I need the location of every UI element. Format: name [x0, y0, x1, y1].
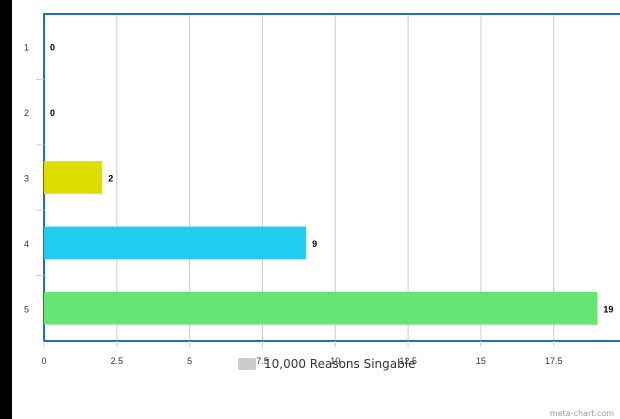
y-tick-label: 2 [24, 108, 29, 118]
bar [44, 291, 598, 325]
x-tick-label: 2.5 [111, 356, 124, 366]
y-tick-label: 3 [24, 174, 29, 184]
x-tick-label: 5 [187, 356, 192, 366]
legend-swatch [238, 358, 256, 370]
bar [44, 161, 103, 194]
y-tick-label: 4 [24, 239, 29, 249]
x-tick-label: 0 [41, 356, 46, 366]
y-tick-label: 5 [24, 304, 29, 314]
data-label: 0 [50, 43, 55, 53]
data-label: 2 [108, 174, 113, 184]
x-tick-label: 10 [330, 356, 340, 366]
bar [44, 226, 307, 260]
x-tick-label: 7.5 [256, 356, 269, 366]
chart-legend: 10,000 Reasons Singable [238, 357, 415, 371]
x-tick-label: 12.5 [399, 356, 417, 366]
y-tick-label: 1 [24, 43, 29, 53]
x-tick-label: 17.5 [545, 356, 563, 366]
x-tick-label: 15 [476, 356, 486, 366]
data-label: 19 [603, 304, 613, 314]
watermark: meta-chart.com [549, 409, 614, 418]
data-label: 0 [50, 108, 55, 118]
data-label: 9 [312, 239, 317, 249]
legend-label: 10,000 Reasons Singable [264, 357, 416, 371]
